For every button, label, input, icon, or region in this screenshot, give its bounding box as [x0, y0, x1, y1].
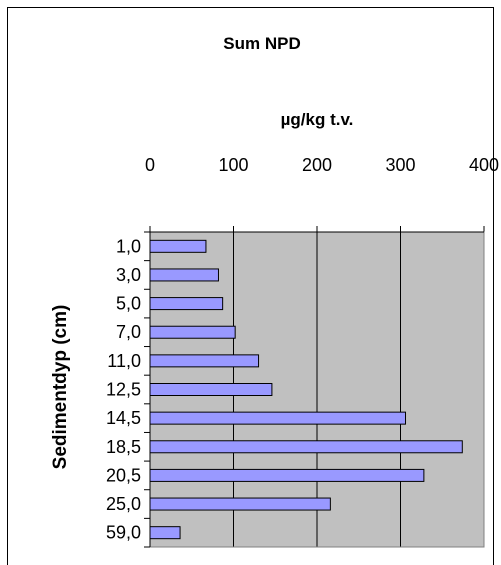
bar	[149, 354, 260, 368]
y-tick-label: 1,0	[116, 236, 141, 256]
bar	[149, 440, 463, 454]
x-axis-label: µg/kg t.v.	[281, 110, 354, 129]
x-tick-label: 300	[385, 155, 415, 175]
chart-title: Sum NPD	[223, 34, 300, 53]
y-tick-label: 11,0	[107, 351, 141, 371]
bar	[149, 297, 224, 311]
y-tick-label: 18,5	[106, 437, 141, 457]
y-tick-label: 20,5	[106, 465, 141, 485]
y-tick-label: 59,0	[106, 523, 141, 543]
plot-layer: 0 100 200 300 400 1,0 3,0 5,0 7,0 11,0 12,5 14,5 18,…	[106, 155, 499, 548]
x-tick-label: 200	[302, 155, 332, 175]
bar	[149, 497, 331, 511]
x-tick-label: 400	[469, 155, 499, 175]
bar	[149, 411, 407, 425]
bar	[149, 268, 219, 282]
x-tick-label: 100	[218, 155, 248, 175]
y-tick-label: 7,0	[116, 322, 141, 342]
y-tick-label: 5,0	[116, 294, 141, 314]
bar	[149, 526, 181, 540]
y-tick-label: 3,0	[116, 265, 141, 285]
bar	[149, 325, 236, 339]
x-tick-label: 0	[145, 155, 155, 175]
bar	[149, 239, 207, 253]
y-tick-label: 25,0	[106, 494, 141, 514]
bar	[149, 383, 273, 396]
y-tick-label: 12,5	[106, 380, 141, 400]
y-axis-label: Sedimentdyp (cm)	[50, 305, 71, 470]
bar	[149, 468, 425, 482]
y-tick-label: 14,5	[106, 408, 141, 428]
